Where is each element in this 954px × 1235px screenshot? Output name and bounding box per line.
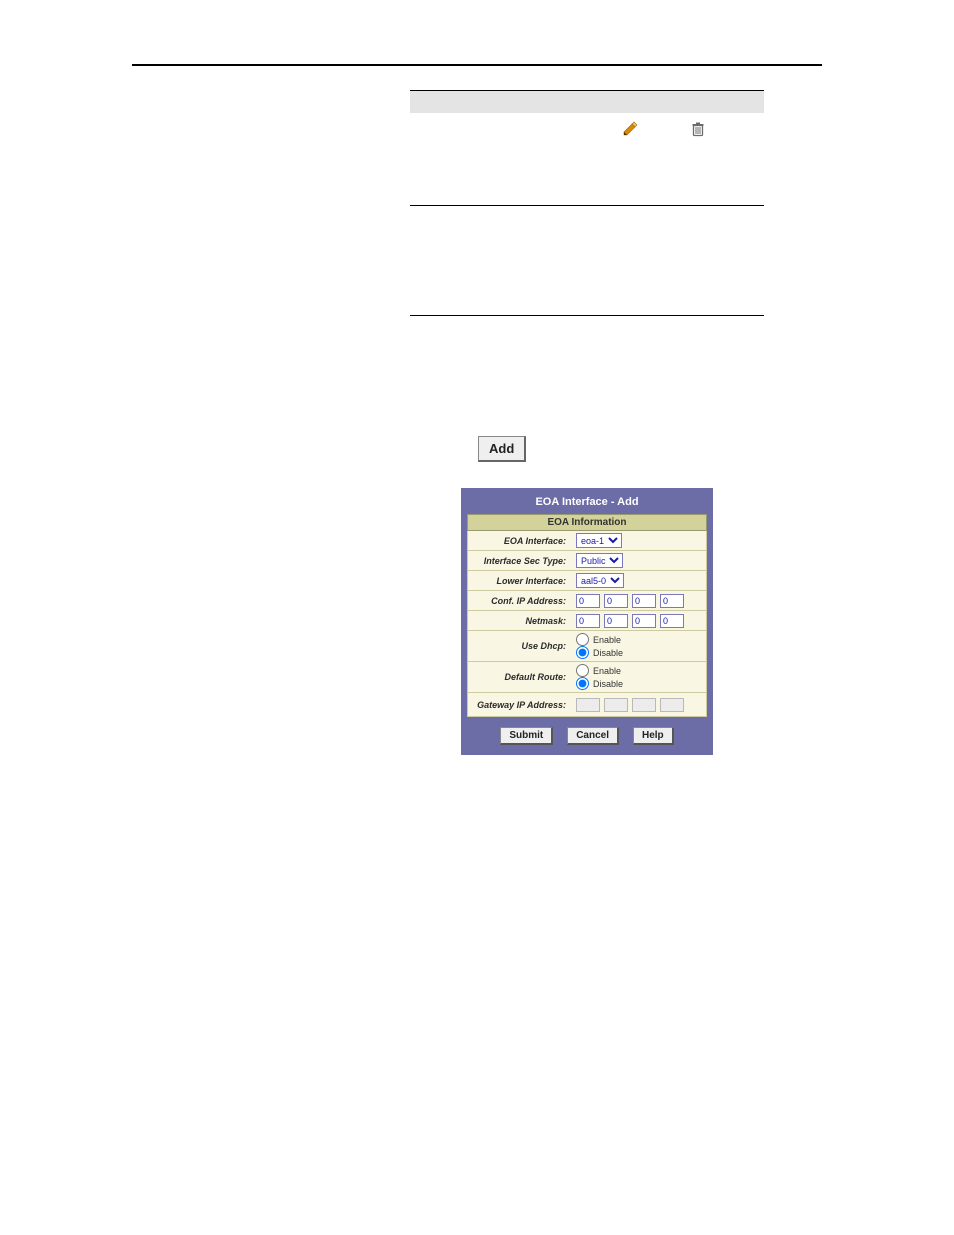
eoa-dialog: EOA Interface - Add EOA Information EOA … xyxy=(461,488,713,755)
section-footer-space xyxy=(410,206,764,316)
eoa-sectype-select[interactable]: Public xyxy=(576,553,623,568)
main-content: Add EOA Interface - Add EOA Information … xyxy=(410,90,764,755)
eoa-row-sectype: Interface Sec Type: Public xyxy=(467,551,707,571)
defroute-enable-radio[interactable] xyxy=(576,664,589,677)
section-body-left xyxy=(410,113,594,205)
dhcp-enable-option[interactable]: Enable xyxy=(576,633,623,646)
section-header-band xyxy=(410,91,764,113)
dhcp-enable-label: Enable xyxy=(593,635,621,645)
eoa-buttons-row: Submit Cancel Help xyxy=(467,717,707,749)
page-root: Add EOA Interface - Add EOA Information … xyxy=(0,0,954,795)
eoa-label-confip: Conf. IP Address: xyxy=(468,596,572,606)
eoa-info-header: EOA Information xyxy=(467,514,707,531)
eoa-label-defroute: Default Route: xyxy=(468,672,572,682)
eoa-label-gateway: Gateway IP Address: xyxy=(468,700,572,710)
defroute-disable-radio[interactable] xyxy=(576,677,589,690)
eoa-label-sectype: Interface Sec Type: xyxy=(468,556,572,566)
eoa-dialog-title: EOA Interface - Add xyxy=(467,494,707,514)
eoa-row-dhcp: Use Dhcp: Enable Disable xyxy=(467,631,707,662)
eoa-lower-select[interactable]: aal5-0 xyxy=(576,573,624,588)
spacer-1 xyxy=(410,316,764,406)
page-top-rule xyxy=(132,64,822,66)
eoa-row-confip: Conf. IP Address: xyxy=(467,591,707,611)
eoa-row-defroute: Default Route: Enable Disable xyxy=(467,662,707,693)
defroute-enable-label: Enable xyxy=(593,666,621,676)
netmask-octet-2[interactable] xyxy=(604,614,628,628)
netmask-octet-4[interactable] xyxy=(660,614,684,628)
add-button-wrap: Add xyxy=(478,436,764,462)
gateway-octet-2 xyxy=(604,698,628,712)
conf-ip-octet-4[interactable] xyxy=(660,594,684,608)
eoa-row-lower: Lower Interface: aal5-0 xyxy=(467,571,707,591)
dhcp-disable-radio[interactable] xyxy=(576,646,589,659)
section-body-right xyxy=(594,113,764,205)
gateway-octet-1 xyxy=(576,698,600,712)
submit-button[interactable]: Submit xyxy=(500,727,553,745)
pencil-icon[interactable] xyxy=(622,121,638,137)
defroute-disable-label: Disable xyxy=(593,679,623,689)
conf-ip-octet-1[interactable] xyxy=(576,594,600,608)
add-button[interactable]: Add xyxy=(478,436,526,462)
eoa-label-interface: EOA Interface: xyxy=(468,536,572,546)
eoa-row-interface: EOA Interface: eoa-1 xyxy=(467,531,707,551)
eoa-label-netmask: Netmask: xyxy=(468,616,572,626)
defroute-disable-option[interactable]: Disable xyxy=(576,677,623,690)
dhcp-disable-label: Disable xyxy=(593,648,623,658)
gateway-octet-4 xyxy=(660,698,684,712)
eoa-label-dhcp: Use Dhcp: xyxy=(468,641,572,651)
defroute-enable-option[interactable]: Enable xyxy=(576,664,623,677)
dhcp-enable-radio[interactable] xyxy=(576,633,589,646)
conf-ip-octet-3[interactable] xyxy=(632,594,656,608)
eoa-row-gateway: Gateway IP Address: xyxy=(467,693,707,717)
dhcp-disable-option[interactable]: Disable xyxy=(576,646,623,659)
eoa-interface-select[interactable]: eoa-1 xyxy=(576,533,622,548)
conf-ip-octet-2[interactable] xyxy=(604,594,628,608)
eoa-row-netmask: Netmask: xyxy=(467,611,707,631)
section-header-row xyxy=(410,90,764,113)
netmask-octet-3[interactable] xyxy=(632,614,656,628)
eoa-dialog-body: EOA Information EOA Interface: eoa-1 Int… xyxy=(467,514,707,749)
gateway-octet-3 xyxy=(632,698,656,712)
netmask-octet-1[interactable] xyxy=(576,614,600,628)
eoa-label-lower: Lower Interface: xyxy=(468,576,572,586)
cancel-button[interactable]: Cancel xyxy=(567,727,619,745)
help-button[interactable]: Help xyxy=(633,727,674,745)
section-body-row xyxy=(410,113,764,206)
trash-icon[interactable] xyxy=(690,121,706,137)
